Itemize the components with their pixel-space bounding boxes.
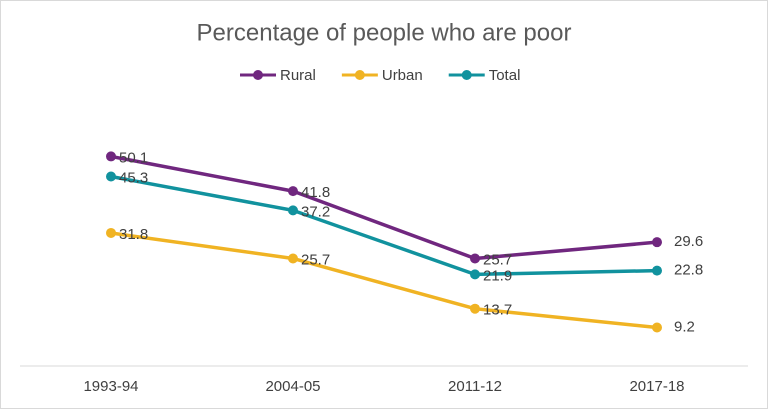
data-label: 25.7: [483, 251, 512, 268]
data-label: 50.1: [119, 149, 148, 166]
series-line: [110, 231, 658, 330]
data-point: [652, 322, 662, 333]
legend-marker: [461, 70, 472, 80]
chart-title: Percentage of people who are poor: [197, 19, 572, 46]
data-label: 31.8: [119, 226, 148, 243]
data-point: [470, 269, 480, 280]
x-tick-label: 2011-12: [448, 378, 502, 395]
data-point: [288, 253, 298, 264]
legend-marker: [354, 70, 365, 80]
series-line: [110, 174, 658, 277]
data-point: [106, 227, 116, 238]
series-line: [110, 154, 658, 261]
data-label: 29.6: [674, 233, 703, 250]
data-label: 22.8: [674, 262, 703, 279]
data-label: 21.9: [483, 267, 512, 284]
data-label: 25.7: [301, 251, 330, 268]
x-tick-label: 2004-05: [265, 378, 320, 395]
legend-marker: [253, 70, 263, 80]
data-point: [106, 151, 116, 162]
x-tick-label: 2017-18: [629, 378, 684, 395]
data-point: [652, 237, 662, 248]
data-label: 41.8: [301, 184, 330, 201]
x-tick-label: 1993-94: [83, 378, 138, 395]
data-label: 13.7: [483, 302, 512, 319]
data-label: 37.2: [301, 203, 330, 220]
legend-label: Urban: [382, 67, 423, 84]
data-point: [288, 205, 298, 216]
data-point: [106, 171, 116, 182]
data-label: 9.2: [674, 318, 695, 335]
data-point: [652, 265, 662, 276]
data-label: 45.3: [119, 169, 148, 186]
data-point: [288, 186, 298, 197]
data-point: [470, 303, 480, 314]
data-point: [470, 253, 480, 264]
legend-label: Rural: [280, 67, 316, 84]
legend-label: Total: [489, 67, 521, 84]
